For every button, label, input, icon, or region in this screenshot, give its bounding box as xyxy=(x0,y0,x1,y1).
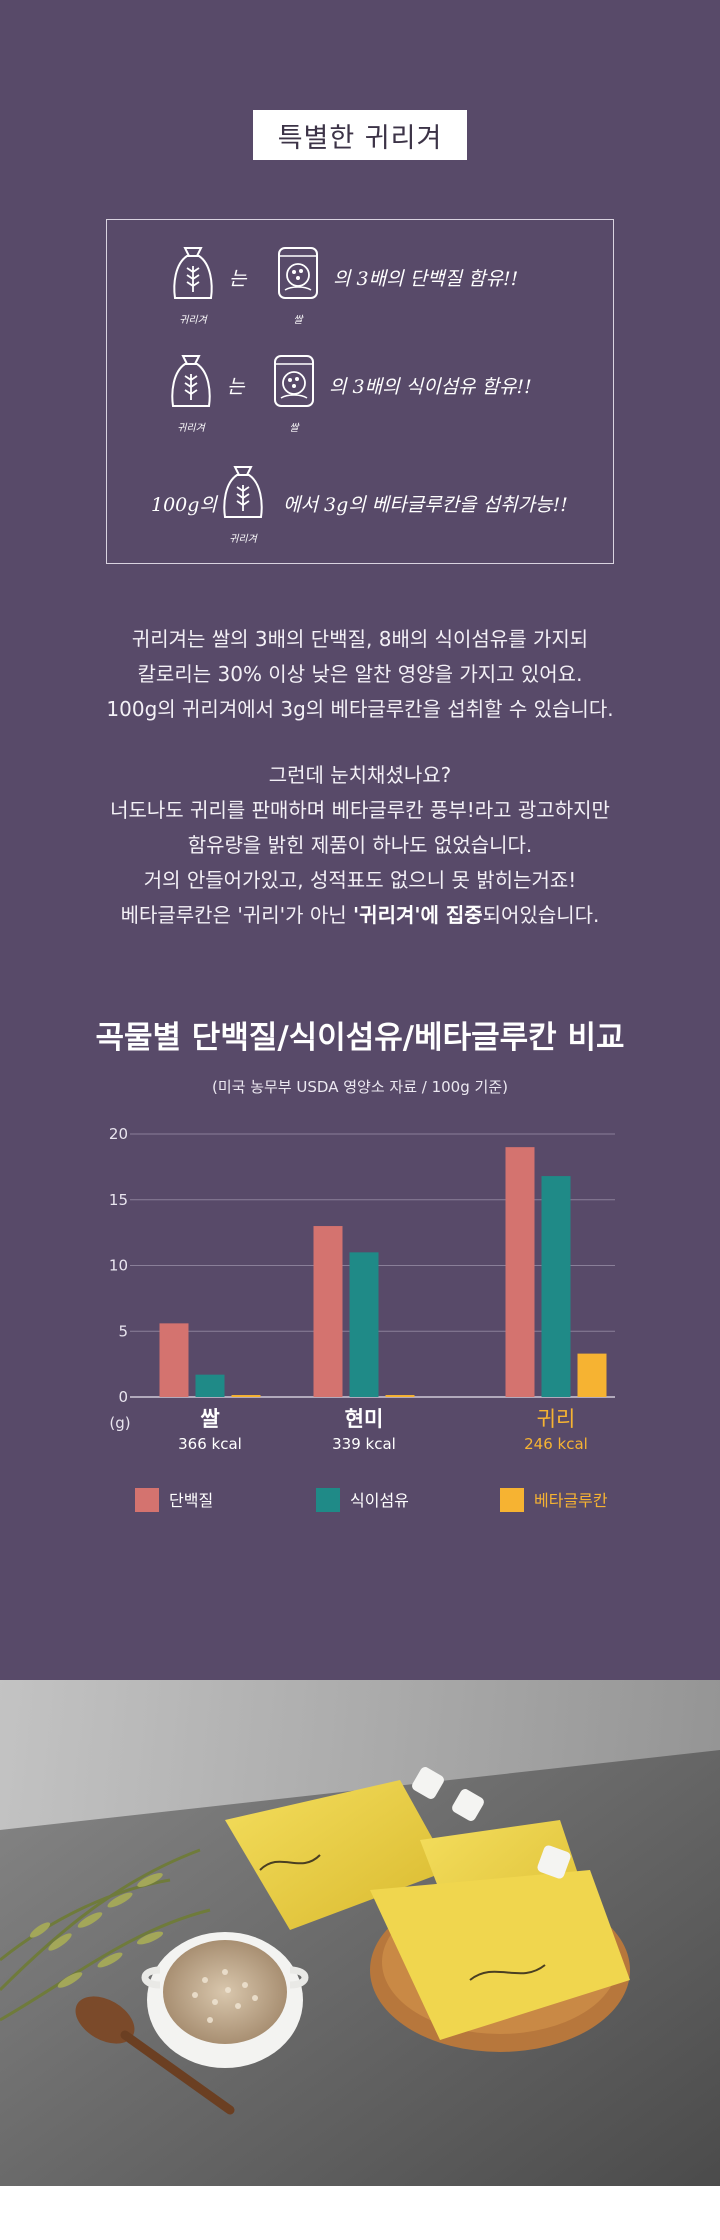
intro-line: 귀리겨는 쌀의 3배의 단백질, 8배의 식이섬유를 가지되 xyxy=(131,627,589,651)
notice-pre: 베타글루칸은 '귀리'가 아닌 xyxy=(120,903,354,927)
notice-bold: '귀리겨'에 집중 xyxy=(353,903,483,927)
legend-swatch xyxy=(316,1488,340,1512)
intro-line: 100g의 귀리겨에서 3g의 베타글루칸을 섭취할 수 있습니다. xyxy=(106,697,614,721)
bottom-strip xyxy=(0,2186,720,2240)
legend-label: 식이섬유 xyxy=(350,1491,409,1510)
notice-paragraph: 그런데 눈치채셨나요? 너도나도 귀리를 판매하며 베타글루칸 풍부!라고 광고… xyxy=(0,758,720,933)
wooden-spoon-icon xyxy=(75,1996,135,2044)
y-tick-label: 20 xyxy=(109,1125,128,1143)
legend-label: 베타글루칸 xyxy=(534,1491,608,1510)
rice-bag-icon xyxy=(274,355,314,407)
bar-베타글루칸 xyxy=(231,1395,261,1398)
notice-line: 함유량을 밝힌 제품이 하나도 없었습니다. xyxy=(187,833,533,857)
notice-line: 너도나도 귀리를 판매하며 베타글루칸 풍부!라고 광고하지만 xyxy=(110,798,610,822)
chart-subtitle: (미국 농무부 USDA 영양소 자료 / 100g 기준) xyxy=(212,1078,508,1096)
row2-label-right: 쌀 xyxy=(289,423,299,434)
bar-단백질 xyxy=(313,1226,343,1397)
oat-bran-bag-icon xyxy=(173,247,213,299)
rice-bag-icon xyxy=(278,247,318,299)
row2-particle: 는 xyxy=(227,376,245,398)
product-pouches-icon xyxy=(225,1767,630,2040)
row1-label-right: 쌀 xyxy=(293,315,303,326)
row3-prefix: 100g의 xyxy=(151,494,217,516)
background-wall xyxy=(0,1680,720,1830)
category-label: 현미 xyxy=(345,1407,384,1431)
nutrition-bar-chart: 0 5 10 15 20 (g) 쌀 366 kcal 현미 339 kcal 귀리 246 kcal… xyxy=(109,1125,615,1512)
calorie-label: 339 kcal xyxy=(332,1435,396,1453)
legend-label: 단백질 xyxy=(169,1491,213,1510)
chart-title: 곡물별 단백질/식이섬유/베타글루칸 비교 xyxy=(95,1020,625,1056)
y-tick-label: 10 xyxy=(109,1257,128,1275)
notice-line-last: 베타글루칸은 '귀리'가 아닌 '귀리겨'에 집중되어있습니다. xyxy=(0,898,720,933)
notice-line: 그런데 눈치채셨나요? xyxy=(268,763,452,787)
legend-swatch xyxy=(135,1488,159,1512)
bar-식이섬유 xyxy=(349,1252,379,1397)
oat-bran-bag-icon xyxy=(223,466,263,518)
section-badge: 특별한 귀리겨 xyxy=(253,110,467,160)
y-tick-label: 0 xyxy=(118,1388,128,1406)
notice-line: 거의 안들어가있고, 성적표도 없으니 못 밝히는거죠! xyxy=(143,868,577,892)
row2-text: 의 3배의 식이섬유 함유!! xyxy=(329,376,532,398)
calorie-label: 366 kcal xyxy=(178,1435,242,1453)
y-tick-label: 5 xyxy=(118,1322,128,1340)
row1-text: 의 3배의 단백질 함유!! xyxy=(333,268,519,290)
row3-text: 에서 3g의 베타글루칸을 섭취가능!! xyxy=(283,494,568,516)
oat-bran-bag-icon xyxy=(171,355,211,407)
y-tick-label: 15 xyxy=(109,1191,128,1209)
calorie-label: 246 kcal xyxy=(524,1435,588,1453)
purple-section xyxy=(0,0,720,1680)
row3-label: 귀리겨 xyxy=(229,534,257,545)
row2-label-left: 귀리겨 xyxy=(177,423,205,434)
intro-paragraph: 귀리겨는 쌀의 3배의 단백질, 8배의 식이섬유를 가지되 칼로리는 30% … xyxy=(0,622,720,727)
bar-베타글루칸 xyxy=(577,1353,607,1397)
intro-line: 칼로리는 30% 이상 낮은 알찬 영양을 가지고 있어요. xyxy=(137,662,583,686)
bar-단백질 xyxy=(505,1147,535,1397)
bar-단백질 xyxy=(159,1323,189,1397)
notice-post: 되어있습니다. xyxy=(482,903,600,927)
bar-식이섬유 xyxy=(541,1176,571,1397)
y-unit-label: (g) xyxy=(109,1414,130,1432)
product-photo xyxy=(0,1680,720,2186)
row1-label-left: 귀리겨 xyxy=(179,315,207,326)
bar-베타글루칸 xyxy=(385,1395,415,1398)
category-label: 쌀 xyxy=(200,1407,219,1431)
wheat-grains-icon xyxy=(29,1873,164,1988)
legend-swatch xyxy=(500,1488,524,1512)
category-label: 귀리 xyxy=(537,1407,576,1431)
info-box: 는 의 3배의 단백질 함유!! 귀리겨 쌀 는 의 3배의 식이섬유 함유!!… xyxy=(106,219,614,564)
bar-식이섬유 xyxy=(195,1374,225,1397)
row1-particle: 는 xyxy=(229,268,247,290)
